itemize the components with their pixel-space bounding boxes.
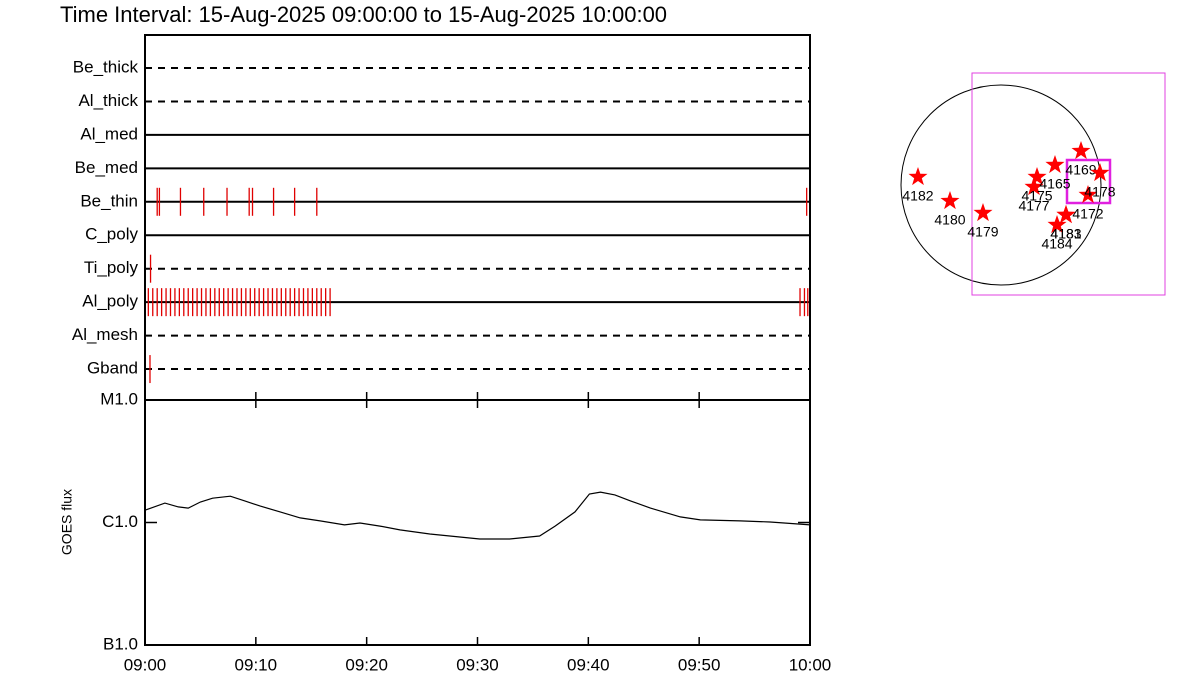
region-label: 4175 bbox=[1021, 188, 1052, 204]
region-star bbox=[1047, 215, 1067, 234]
region-star bbox=[973, 203, 993, 222]
region-star bbox=[1090, 163, 1110, 182]
row-label: Al_thick bbox=[78, 91, 138, 110]
region-star bbox=[940, 191, 960, 210]
region-label: 4165 bbox=[1039, 176, 1070, 192]
x-tick-label: 09:00 bbox=[124, 655, 167, 674]
goes-frame bbox=[144, 399, 811, 646]
x-tick-label: 09:40 bbox=[567, 655, 610, 674]
region-star bbox=[1024, 177, 1044, 196]
timeline-frame bbox=[144, 34, 811, 401]
region-label: 4178 bbox=[1084, 184, 1115, 200]
solar-disk bbox=[900, 84, 1102, 286]
region-label: 4172 bbox=[1072, 206, 1103, 222]
region-label: 4169 bbox=[1065, 162, 1096, 178]
chart-title: Time Interval: 15-Aug-2025 09:00:00 to 1… bbox=[60, 2, 667, 27]
region-star bbox=[908, 167, 928, 186]
y-axis-label: GOES flux bbox=[59, 489, 75, 555]
row-label: Be_thin bbox=[80, 191, 138, 210]
region-label: 4177 bbox=[1018, 198, 1049, 214]
y-tick-label: B1.0 bbox=[103, 634, 138, 653]
region-star bbox=[1056, 205, 1076, 224]
region-star bbox=[1027, 167, 1047, 186]
region-label: 4184 bbox=[1041, 236, 1072, 252]
region-star bbox=[1071, 141, 1091, 160]
x-tick-label: 09:20 bbox=[345, 655, 388, 674]
y-tick-label: M1.0 bbox=[100, 389, 138, 408]
y-tick-label: C1.0 bbox=[102, 512, 138, 531]
row-label: Al_med bbox=[80, 124, 138, 143]
row-label: Al_mesh bbox=[72, 325, 138, 344]
row-label: Be_med bbox=[75, 158, 138, 177]
row-label: Ti_poly bbox=[84, 258, 139, 277]
goes-curve bbox=[144, 491, 811, 540]
region-label: 4183 bbox=[1050, 226, 1081, 242]
x-tick-label: 09:30 bbox=[456, 655, 499, 674]
region-star bbox=[1045, 155, 1065, 174]
region-label: 4182 bbox=[902, 188, 933, 204]
region-star bbox=[1078, 185, 1098, 204]
region-label: 4180 bbox=[934, 212, 965, 228]
x-tick-label: 10:00 bbox=[789, 655, 832, 674]
x-tick-label: 09:50 bbox=[678, 655, 721, 674]
row-label: C_poly bbox=[85, 225, 138, 244]
row-label: Be_thick bbox=[73, 57, 139, 76]
row-label: Al_poly bbox=[82, 292, 138, 311]
region-label: 4179 bbox=[967, 224, 998, 240]
fov-box-small bbox=[1065, 158, 1112, 205]
x-tick-label: 09:10 bbox=[235, 655, 278, 674]
fov-box bbox=[971, 72, 1166, 296]
row-label: Gband bbox=[87, 359, 138, 378]
